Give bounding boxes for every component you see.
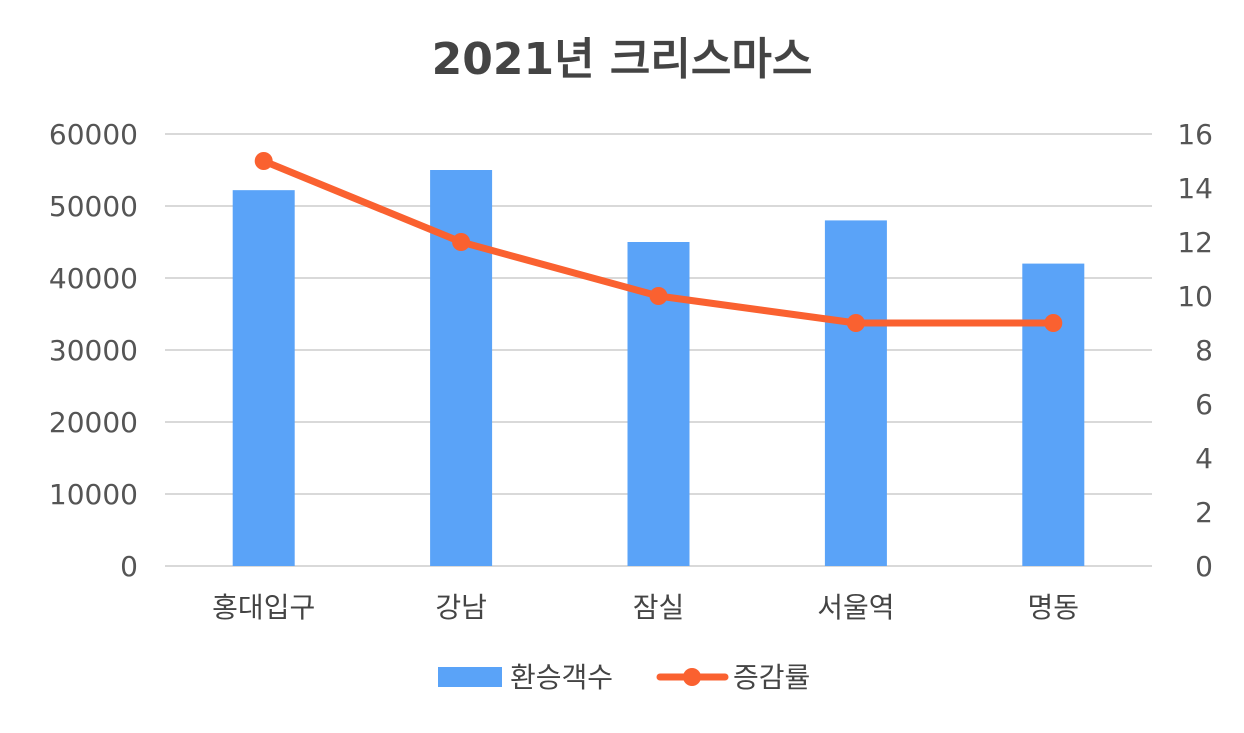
category-label: 강남 <box>435 591 487 624</box>
line-point <box>255 152 273 170</box>
legend-bar-label: 환승객수 <box>510 661 613 694</box>
legend-line-label: 증감률 <box>733 661 810 694</box>
legend-bar-swatch <box>438 667 502 687</box>
line-point <box>650 287 668 305</box>
right-tick-label: 8 <box>1195 334 1213 367</box>
left-tick-label: 0 <box>120 550 138 583</box>
left-tick-label: 40000 <box>49 262 138 295</box>
category-label: 홍대입구 <box>212 591 315 624</box>
right-tick-label: 4 <box>1195 442 1213 475</box>
legend-line-marker <box>683 668 701 686</box>
bar <box>1022 264 1084 566</box>
right-tick-label: 10 <box>1177 280 1213 313</box>
left-tick-label: 30000 <box>49 334 138 367</box>
left-tick-label: 60000 <box>49 118 138 151</box>
left-tick-label: 10000 <box>49 478 138 511</box>
right-tick-label: 2 <box>1195 496 1213 529</box>
chart-title: 2021년 크리스마스 <box>432 34 813 85</box>
category-label: 잠실 <box>633 591 685 624</box>
right-tick-label: 12 <box>1177 226 1213 259</box>
line-point <box>1044 314 1062 332</box>
legend: 환승객수 증감률 <box>438 661 810 694</box>
left-tick-label: 50000 <box>49 190 138 223</box>
right-tick-label: 16 <box>1177 118 1213 151</box>
right-tick-label: 6 <box>1195 388 1213 421</box>
bar <box>825 220 887 566</box>
bar-series <box>233 170 1085 566</box>
right-tick-label: 14 <box>1177 172 1213 205</box>
left-tick-label: 20000 <box>49 406 138 439</box>
bar <box>233 190 295 566</box>
category-label: 명동 <box>1028 591 1080 624</box>
right-axis-ticks: 0 2 4 6 8 10 12 14 16 <box>1177 118 1213 583</box>
category-labels: 홍대입구 강남 잠실 서울역 명동 <box>212 591 1079 624</box>
line-point <box>452 233 470 251</box>
category-label: 서울역 <box>817 591 894 624</box>
left-axis-ticks: 0 10000 20000 30000 40000 50000 60000 <box>49 118 138 583</box>
right-tick-label: 0 <box>1195 550 1213 583</box>
line-point <box>847 314 865 332</box>
